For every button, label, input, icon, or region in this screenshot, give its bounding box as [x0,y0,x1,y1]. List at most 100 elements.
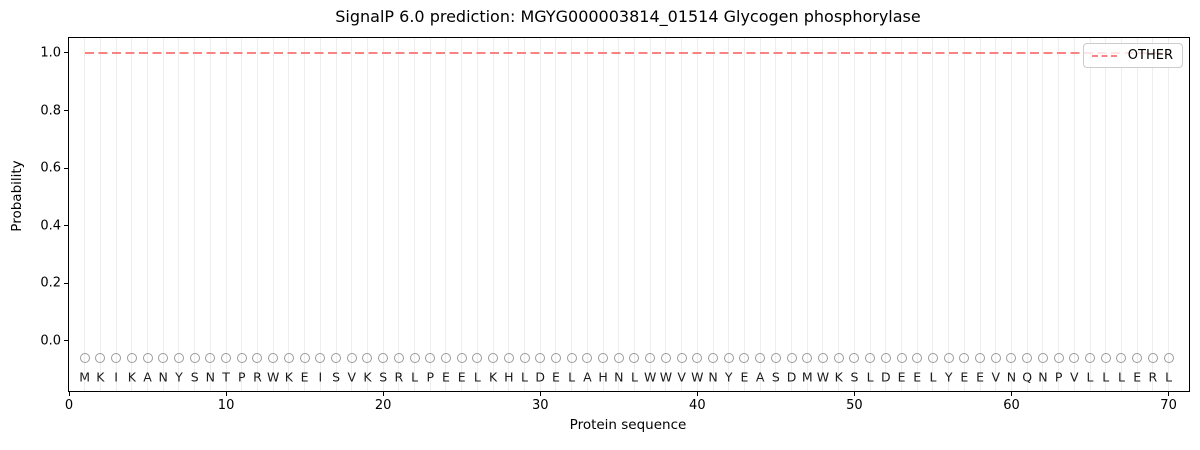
sequence-letter: V [677,369,686,385]
residue-gridline [241,38,243,391]
sequence-marker [79,353,90,364]
sequence-letter: D [786,369,797,385]
sequence-marker [943,353,954,364]
residue-gridline [1010,38,1012,391]
residue-gridline [539,38,541,391]
sequence-marker [173,353,184,364]
sequence-marker [927,353,938,364]
sequence-letter: E [976,369,985,385]
sequence-letter: L [473,369,481,385]
residue-gridline [963,38,965,391]
residue-gridline [948,38,950,391]
sequence-marker [315,353,326,364]
sequence-letter: H [598,369,608,385]
residue-gridline [429,38,431,391]
x-tick-mark [696,392,698,396]
residue-gridline [445,38,447,391]
sequence-marker [362,353,373,364]
sequence-letter: N [1038,369,1048,385]
sequence-letter: E [960,369,969,385]
sequence-marker [503,353,514,364]
y-tick-label: 1.0 [40,45,61,61]
sequence-letter: A [583,369,592,385]
x-tick-mark [225,392,227,396]
residue-gridline [586,38,588,391]
residue-gridline [272,38,274,391]
sequence-letter: K [284,369,294,385]
sequence-letter: Q [1022,369,1033,385]
residue-gridline [979,38,981,391]
x-tick-label: 20 [374,398,392,413]
sequence-marker [1147,353,1158,364]
sequence-letter: I [318,369,323,385]
sequence-marker [440,353,451,364]
sequence-marker [692,353,703,364]
residue-gridline [995,38,997,391]
residue-gridline [743,38,745,391]
sequence-letter: L [1102,369,1110,385]
residue-gridline [304,38,306,391]
sequence-marker [519,353,530,364]
sequence-letter: L [1165,369,1173,385]
sequence-marker [346,353,357,364]
sequence-letter: E [552,369,560,385]
sequence-letter: W [267,369,280,385]
sequence-letter: N [158,369,168,385]
sequence-letter: P [426,369,435,385]
sequence-marker [95,353,106,364]
y-tick-mark [64,225,68,227]
sequence-marker [896,353,907,364]
residue-gridline [366,38,368,391]
x-tick-mark [1168,392,1170,396]
sequence-marker [158,353,169,364]
sequence-letter: N [1006,369,1017,385]
sequence-marker [221,353,232,364]
residue-gridline [712,38,714,391]
sequence-marker [1116,353,1127,364]
residue-gridline [508,38,510,391]
residue-gridline [115,38,117,391]
sequence-marker [472,353,483,364]
sequence-letter: R [253,369,262,385]
x-tick-mark [539,392,541,396]
sequence-marker [268,353,279,364]
sequence-marker [299,353,310,364]
sequence-letter: V [347,369,357,385]
sequence-letter: K [363,369,372,385]
sequence-letter: S [332,369,340,385]
residue-gridline [696,38,698,391]
sequence-marker [959,353,970,364]
sequence-marker [283,353,294,364]
residue-gridline [225,38,227,391]
y-tick-mark [64,282,68,284]
sequence-marker [645,353,656,364]
sequence-letter: D [881,369,891,385]
sequence-letter: E [442,369,450,385]
residue-gridline [99,38,101,391]
sequence-marker [393,353,404,364]
sequence-letter: E [913,369,922,385]
x-tick-label: 60 [1003,398,1020,413]
chart-title: SignalP 6.0 prediction: MGYG000003814_01… [335,7,921,26]
residue-gridline [209,38,211,391]
y-tick-mark [64,52,68,54]
residue-gridline [382,38,384,391]
x-tick-label: 10 [217,398,235,413]
sequence-marker [378,353,389,364]
sequence-marker [912,353,923,364]
sequence-letter: V [991,369,1001,385]
residue-gridline [256,38,258,391]
residue-gridline [1089,38,1091,391]
sequence-letter: E [300,369,309,385]
residue-gridline [335,38,337,391]
sequence-marker [1100,353,1111,364]
residue-gridline [633,38,635,391]
sequence-marker [660,353,671,364]
sequence-letter: A [143,369,152,385]
sequence-marker [865,353,876,364]
residue-gridline [1168,38,1170,391]
sequence-marker [1022,353,1033,364]
sequence-letter: L [568,369,576,385]
sequence-letter: W [659,369,673,385]
sequence-letter: M [79,369,91,385]
